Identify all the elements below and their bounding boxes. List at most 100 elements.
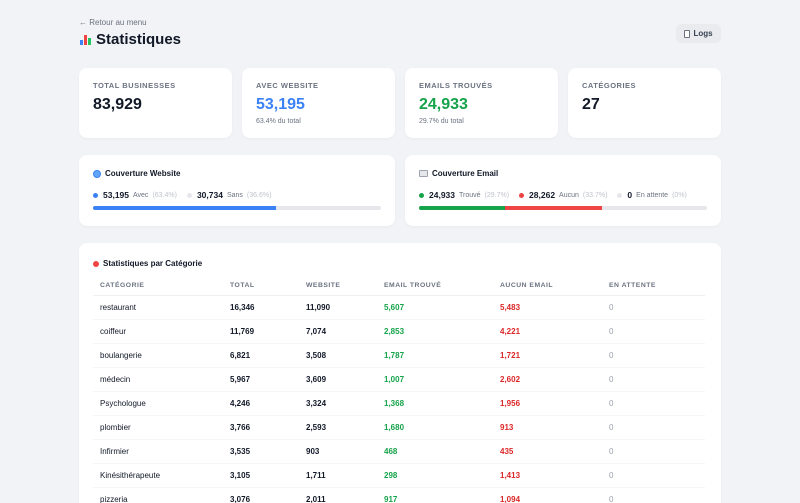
stat-value: 83,929 [93,96,142,113]
stat-card-total-businesses: Total Businesses 83,929 [79,68,232,138]
pushpin-icon [93,260,99,267]
stat-value: 27 [582,96,600,113]
legend-pct: (29.7%) [484,191,510,199]
stat-sub: 63.4% du total [256,118,301,125]
stat-label: Emails Trouvés [419,81,493,90]
table-row: Psychologue 4,246 3,324 1,368 1,956 0 [93,391,705,416]
cell-total: 11,769 [230,319,306,344]
cell-total: 3,535 [230,439,306,464]
legend-count: 28,262 [529,190,556,200]
cell-no-email: 435 [500,439,609,464]
table-row: coiffeur 11,769 7,074 2,853 4,221 0 [93,319,705,344]
category-table: Catégorie Total Website Email Trouvé Aucun E… [93,276,705,503]
stat-label: Avec Website [256,81,319,90]
legend-label: En attente [636,191,669,199]
cell-category: Infirmier [93,439,230,464]
stat-card-avec-website: Avec Website 53,195 63.4% du total [242,68,395,138]
website-coverage-bar [93,206,381,210]
bar-segment [504,206,602,210]
table-row: Infirmier 3,535 903 468 435 0 [93,439,705,464]
bar-segment [93,206,276,210]
page-title: Statistiques [79,31,181,48]
legend-count: 24,933 [429,190,455,200]
website-coverage-title-text: Couverture Website [105,169,181,178]
page-title-text: Statistiques [96,31,182,48]
envelope-icon [419,170,428,177]
legend-dot [186,192,192,198]
email-coverage-legend: 24,933 Trouvé (29.7%) 28,262 Aucun (33.7… [419,190,707,200]
cell-pending: 0 [609,463,705,488]
cell-email-found: 298 [384,463,500,488]
legend-dot [93,192,98,198]
legend-item-sans: 30,734 Sans (36.6%) [186,190,271,200]
back-to-menu-link[interactable]: ← Retour au menu [79,18,147,27]
email-coverage-title-text: Couverture Email [432,169,499,178]
cell-email-found: 1,007 [384,367,500,392]
cell-pending: 0 [609,367,705,392]
stat-label: Total Businesses [93,81,176,90]
cell-total: 3,076 [230,487,306,503]
table-row: pizzeria 3,076 2,011 917 1,094 0 [93,487,705,503]
legend-pct: (33.7%) [582,191,608,199]
cell-category: pizzeria [93,487,230,503]
cell-website: 7,074 [306,319,384,344]
table-row: Kinésithérapeute 3,105 1,711 298 1,413 0 [93,463,705,488]
cell-pending: 0 [609,319,705,344]
table-body: restaurant 16,346 11,090 5,607 5,483 0 coiffeu… [93,295,705,503]
cell-no-email: 4,221 [500,319,609,344]
stat-sub: 29.7% du total [419,118,464,125]
cell-pending: 0 [609,343,705,368]
cell-pending: 0 [609,295,705,320]
legend-count: 53,195 [103,190,129,200]
cell-no-email: 1,721 [500,343,609,368]
cell-total: 5,967 [230,367,306,392]
table-row: médecin 5,967 3,609 1,007 2,602 0 [93,367,705,392]
legend-label: Trouvé [459,191,481,199]
cell-email-found: 1,368 [384,391,500,416]
legend-dot [419,192,424,198]
stat-label: Catégories [582,81,637,90]
category-stats-title: Statistiques par Catégorie [93,259,707,268]
logs-button-label: Logs [693,29,713,38]
legend-label: Sans [226,191,243,199]
email-coverage-title: Couverture Email [419,169,707,178]
website-coverage-legend: 53,195 Avec (63.4%) 30,734 Sans (36.6%) [93,190,381,200]
column-header-pending: En Attente [609,276,705,296]
legend-dot [519,192,525,198]
cell-pending: 0 [609,391,705,416]
document-icon [684,29,691,38]
legend-pct: (63.4%) [152,191,177,199]
legend-pct: (0%) [672,191,687,199]
cell-email-found: 5,607 [384,295,500,320]
website-coverage-card: Couverture Website 53,195 Avec (63.4%) 3… [79,155,395,226]
cell-category: boulangerie [93,343,230,368]
table-row: restaurant 16,346 11,090 5,607 5,483 0 [93,295,705,320]
category-stats-card: Statistiques par Catégorie Catégorie Tota… [79,243,721,503]
stat-value: 53,195 [256,96,305,113]
cell-category: coiffeur [93,319,230,344]
cell-category: Psychologue [93,391,230,416]
cell-website: 2,593 [306,415,384,440]
cell-website: 1,711 [306,463,384,488]
cell-total: 16,346 [230,295,306,320]
table-row: plombier 3,766 2,593 1,680 913 0 [93,415,705,440]
table-row: boulangerie 6,821 3,508 1,787 1,721 0 [93,343,705,368]
email-coverage-card: Couverture Email 24,933 Trouvé (29.7%) 2… [405,155,721,226]
cell-website: 3,508 [306,343,384,368]
column-header-website: Website [306,276,384,296]
cell-email-found: 2,853 [384,319,500,344]
column-header-no-email: Aucun Email [500,276,609,296]
cell-no-email: 5,483 [500,295,609,320]
cell-website: 11,090 [306,295,384,320]
email-coverage-bar [419,206,707,210]
legend-item-avec: 53,195 Avec (63.4%) [93,190,177,200]
category-stats-title-text: Statistiques par Catégorie [103,259,203,268]
logs-button[interactable]: Logs [676,24,721,43]
cell-total: 3,105 [230,463,306,488]
cell-no-email: 1,413 [500,463,609,488]
cell-website: 903 [306,439,384,464]
cell-website: 3,324 [306,391,384,416]
cell-no-email: 913 [500,415,609,440]
legend-count: 0 [627,190,633,200]
cell-no-email: 1,956 [500,391,609,416]
